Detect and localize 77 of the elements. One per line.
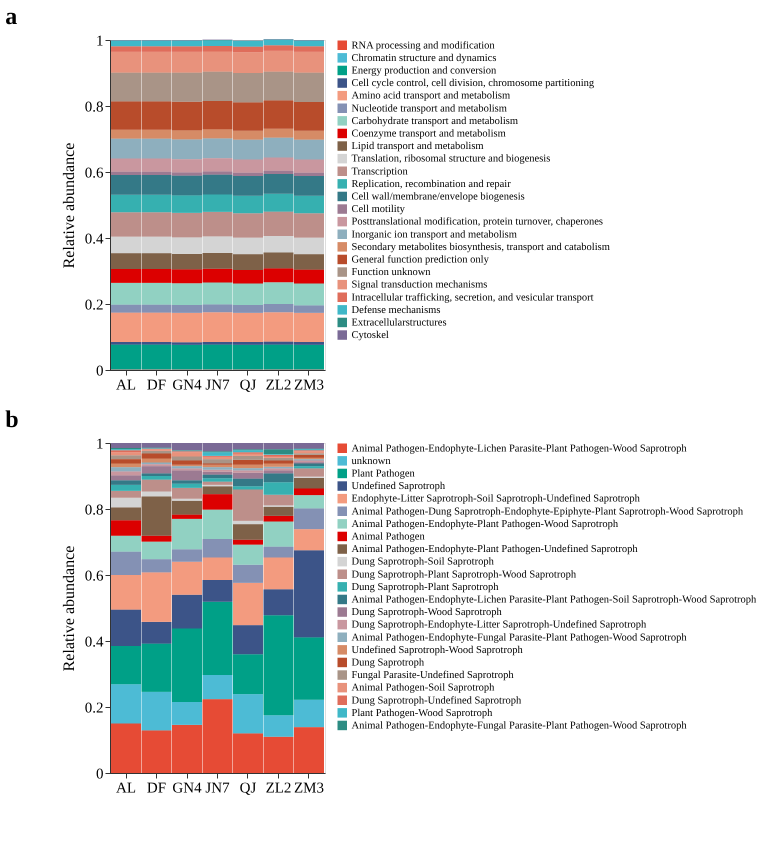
x-tick-label: QJ [240, 378, 256, 394]
legend-label: Energy production and conversion [352, 65, 497, 76]
y-tick-label: 0.6 [84, 166, 104, 182]
legend-label: Posttranslational modification, protein turnover, chaperones [352, 216, 604, 228]
legend-label: Replication, recombination and repair [352, 178, 512, 190]
legend-label: Defense mechanisms [352, 304, 440, 316]
legend-label: Cell wall/membrane/envelope biogenesis [352, 191, 525, 202]
x-tick-label: ZM3 [294, 378, 324, 394]
y-tick-label: 0.6 [84, 568, 104, 584]
x-tick-label: ZL2 [266, 378, 292, 394]
x-tick-label: ZM3 [294, 780, 324, 796]
legend-label: Endophyte-Litter Saprotroph-Soil Saprotroph-Undefined Saprotroph [352, 494, 641, 505]
y-tick-label: 0 [96, 364, 104, 380]
legend-label: Inorganic ion transport and metabolism [352, 229, 517, 240]
y-tick-label: 0.4 [84, 232, 104, 248]
legend-label: Dung Saprotroph-Undefined Saprotroph [352, 695, 522, 706]
legend-label: Animal Pathogen-Soil Saprotroph [352, 682, 496, 694]
legend-label: Animal Pathogen-Endophyte-Fungal Parasite-Plant Pathogen-Wood Saprotroph [352, 632, 688, 644]
x-tick-label: DF [146, 378, 166, 394]
legend-label: Coenzyme transport and metabolism [352, 128, 506, 140]
y-tick-label: 0 [96, 766, 104, 782]
legend-label: Plant Pathogen-Wood Saprotroph [352, 708, 494, 719]
legend-label: Undefined Saprotroph [352, 481, 446, 492]
legend-label: Nucleotide transport and metabolism [352, 103, 507, 114]
legend-label: Cell cycle control, cell division, chromosome partitioning [352, 78, 595, 90]
legend-label: Dung Saprotroph-Plant Saprotroph [352, 582, 500, 593]
legend-label: Function unknown [352, 267, 432, 278]
legend-label: Secondary metabolites biosynthesis, transport and catabolism [352, 242, 610, 253]
x-tick-label: GN4 [172, 780, 202, 796]
legend-label: General function prediction only [352, 254, 490, 266]
legend-label: Intracellular trafficking, secretion, and vesicular transport [352, 292, 594, 304]
legend-label: Cytoskel [352, 330, 389, 342]
y-tick-label: 0.2 [84, 298, 104, 314]
y-axis-title: Relative abundance [60, 546, 78, 672]
legend-label: Dung Saprotroph-Plant Saprotroph-Wood Saprotroph [352, 569, 577, 580]
legend-label: Carbohydrate transport and metabolism [352, 116, 518, 127]
y-tick-label: 1 [96, 34, 104, 50]
legend-label: Extracellularstructures [352, 317, 447, 328]
legend-label: Undefined Saprotroph-Wood Saprotroph [352, 644, 524, 656]
legend-label: Dung Saprotroph-Soil Saprotroph [352, 556, 495, 568]
legend-label: Animal Pathogen-Endophyte-Plant Pathogen-Undefined Saprotroph [352, 544, 638, 556]
chart-title: b [5, 407, 19, 433]
legend-label: Animal Pathogen-Endophyte-Lichen Parasite-Plant Pathogen-Soil Saprotroph-Wood Saprotroph [352, 594, 758, 606]
legend-label: Plant Pathogen [352, 468, 416, 480]
legend-label: Animal Pathogen-Dung Saprotroph-Endophyte-Epiphyte-Plant Saprotroph-Wood Saprotroph [352, 506, 744, 518]
y-tick-label: 1 [96, 436, 104, 452]
legend-label: Translation, ribosomal structure and biogenesis [352, 154, 550, 165]
legend-label: Animal Pathogen-Endophyte-Fungal Parasite-Plant Pathogen-Wood Saprotroph [352, 720, 688, 732]
x-tick-label: AL [116, 378, 136, 394]
x-tick-label: JN7 [205, 378, 230, 394]
y-axis-title: Relative abundance [60, 142, 78, 268]
legend-label: Cell motility [352, 204, 406, 216]
legend-label: Dung Saprotroph-Wood Saprotroph [352, 607, 502, 618]
y-tick-label: 0.4 [84, 634, 104, 650]
legend-label: Animal Pathogen-Endophyte-Plant Pathogen-Wood Saprotroph [352, 518, 619, 530]
legend-label: Dung Saprotroph [352, 657, 425, 668]
legend-label: Transcription [352, 166, 408, 178]
x-tick-label: ZL2 [266, 780, 292, 796]
legend-label: Amino acid transport and metabolism [352, 90, 510, 102]
x-tick-label: DF [146, 780, 166, 796]
legend-label: Dung Saprotroph-Endophyte-Litter Saprotroph-Undefined Saprotroph [352, 620, 648, 631]
x-tick-label: JN7 [205, 780, 230, 796]
x-tick-label: GN4 [172, 378, 202, 394]
legend-label: Fungal Parasite-Undefined Saprotroph [352, 670, 514, 682]
chart-title: a [5, 4, 18, 30]
x-tick-label: AL [116, 780, 136, 796]
x-tick-label: QJ [240, 780, 256, 796]
legend-label: unknown [352, 456, 392, 467]
legend-label: Animal Pathogen-Endophyte-Lichen Parasite-Plant Pathogen-Wood Saprotroph [352, 443, 688, 454]
legend-label: RNA processing and modification [352, 40, 496, 52]
legend-label: Signal transduction mechanisms [352, 280, 488, 291]
y-tick-label: 0.8 [84, 100, 104, 116]
y-tick-label: 0.8 [84, 502, 104, 518]
legend-label: Lipid transport and metabolism [352, 141, 484, 152]
y-tick-label: 0.2 [84, 700, 104, 716]
legend-label: Animal Pathogen [352, 531, 426, 542]
legend-label: Chromatin structure and dynamics [352, 52, 496, 64]
